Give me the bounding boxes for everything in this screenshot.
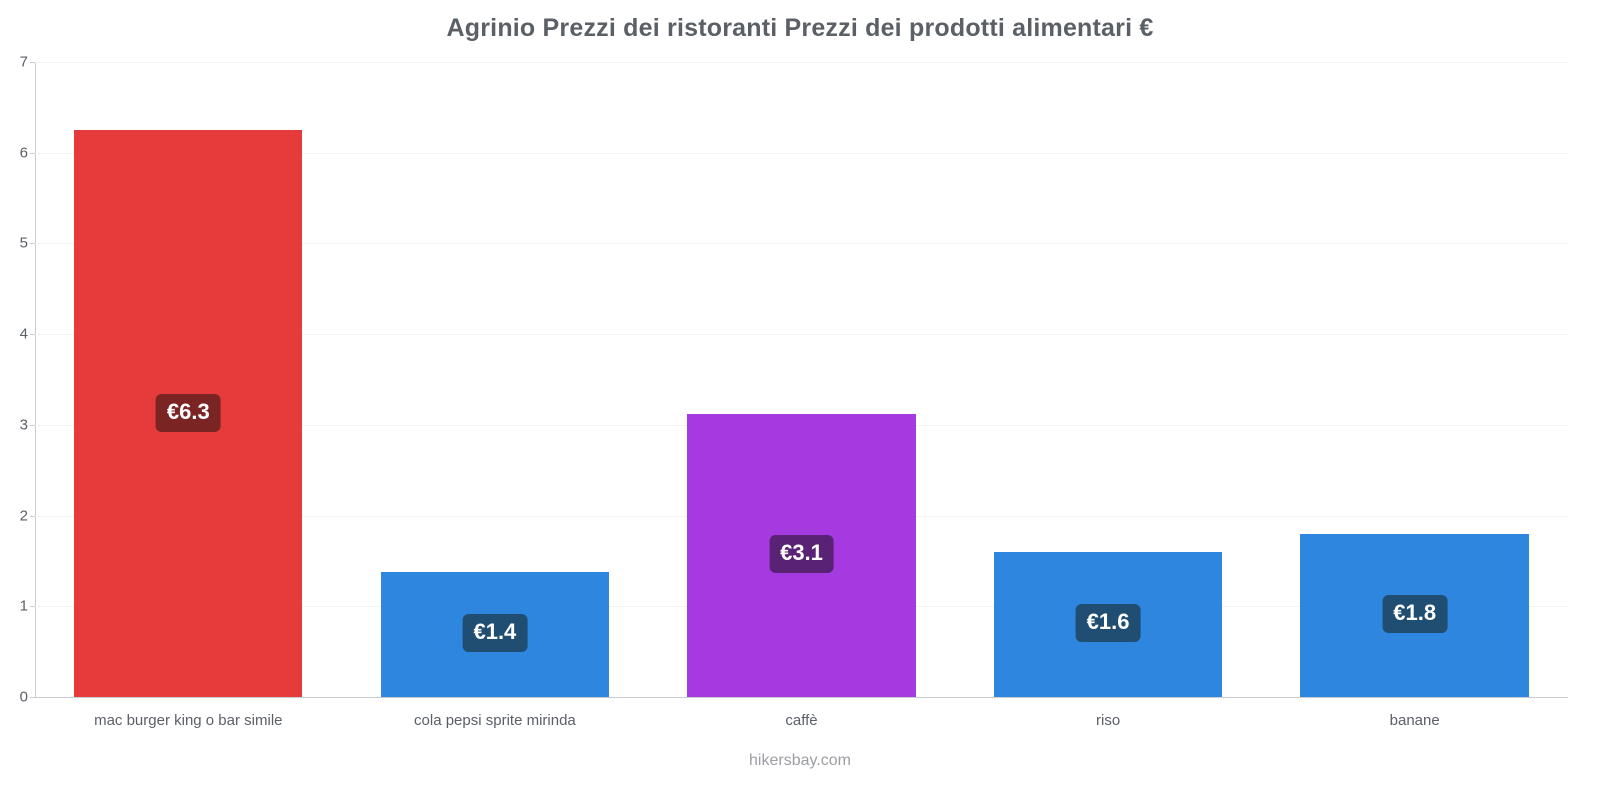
y-axis-tick-label: 0 <box>19 688 28 706</box>
y-axis-tick-mark <box>30 243 35 245</box>
x-axis-line <box>35 697 1568 698</box>
gridline <box>35 152 1568 154</box>
y-axis-tick-mark <box>30 424 35 426</box>
y-axis-tick-label: 7 <box>19 53 28 71</box>
y-axis-tick-mark <box>30 152 35 154</box>
bar-value-label: €1.4 <box>462 614 528 653</box>
x-axis-tick-label: banane <box>1389 712 1440 729</box>
y-axis-tick-label: 6 <box>19 144 28 162</box>
y-axis-tick-mark <box>30 515 35 517</box>
x-axis-tick-label: mac burger king o bar simile <box>94 712 283 729</box>
y-axis-tick-label: 4 <box>19 325 28 343</box>
y-axis-tick-mark <box>30 606 35 608</box>
gridline <box>35 243 1568 245</box>
chart-title: Agrinio Prezzi dei ristoranti Prezzi dei… <box>446 14 1154 42</box>
x-axis-tick-label: cola pepsi sprite mirinda <box>414 712 576 729</box>
x-axis-tick-label: riso <box>1096 712 1121 729</box>
bar-value-label: €3.1 <box>769 535 834 574</box>
y-axis-tick-mark <box>30 334 35 336</box>
bar-value-label: €1.6 <box>1075 604 1141 643</box>
y-axis-tick-label: 5 <box>19 234 28 252</box>
y-axis-tick-label: 1 <box>19 597 28 615</box>
y-axis-tick-mark <box>30 62 35 63</box>
gridline <box>35 334 1568 336</box>
y-axis-tick-mark <box>30 697 35 698</box>
y-axis-tick-label: 2 <box>19 507 28 525</box>
gridline <box>35 62 1568 63</box>
bar-value-label: €1.8 <box>1382 595 1448 634</box>
y-axis-line <box>35 62 36 697</box>
bar-value-label: €6.3 <box>155 393 221 432</box>
watermark: hikersbay.com <box>749 752 851 769</box>
y-axis-tick-label: 3 <box>19 416 28 434</box>
x-axis-tick-label: caffè <box>785 712 818 729</box>
